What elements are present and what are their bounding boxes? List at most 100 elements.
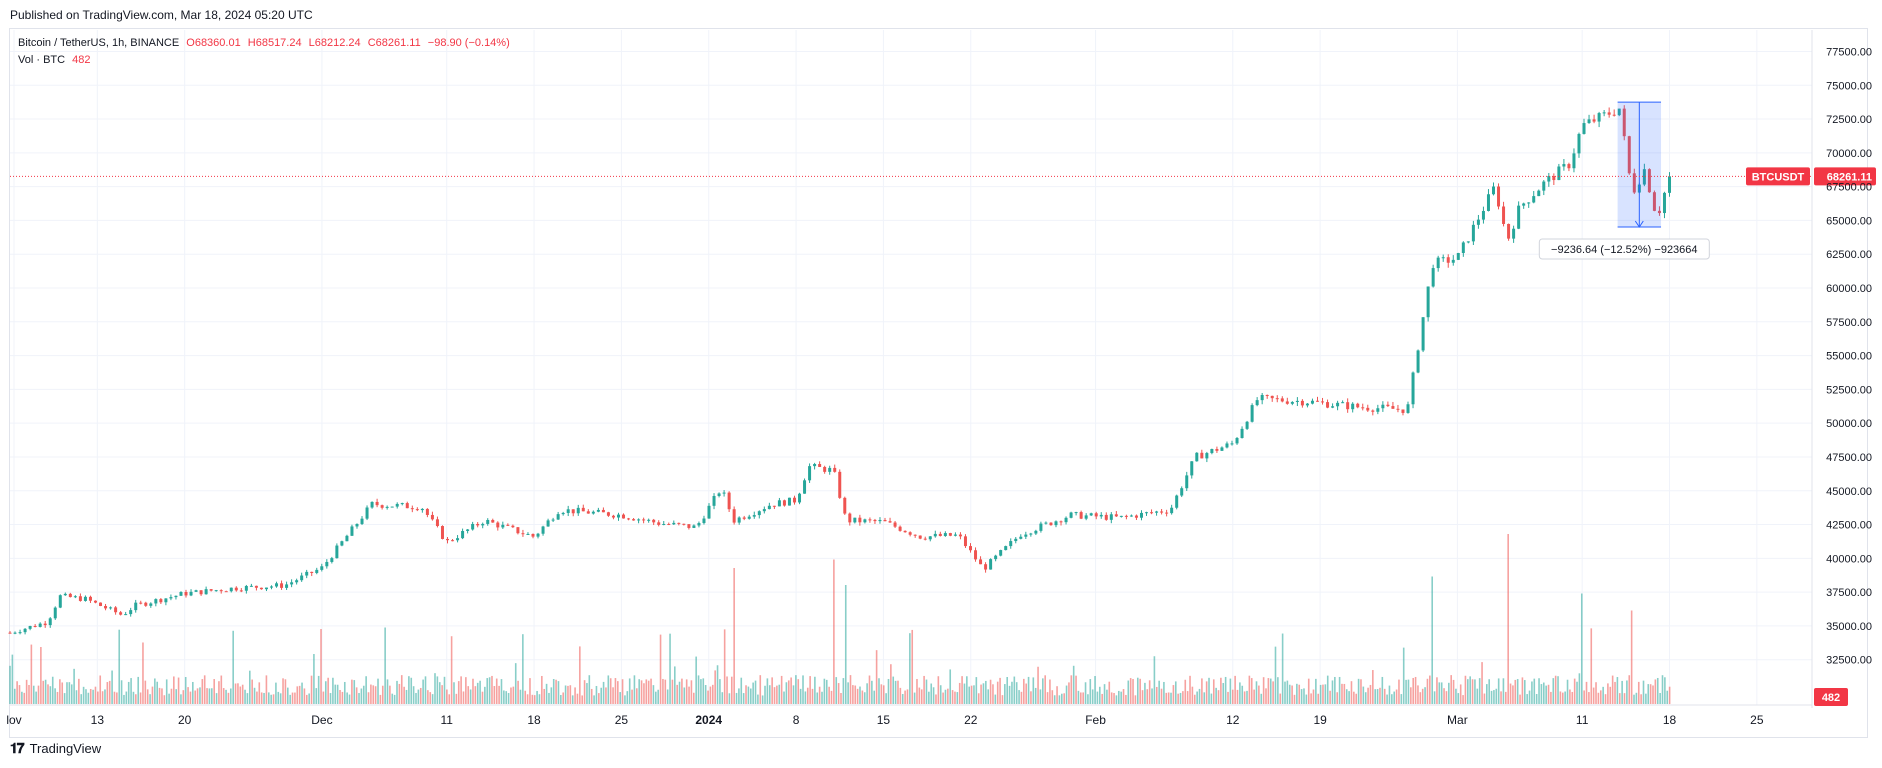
candle-body bbox=[777, 500, 781, 507]
symbol-title[interactable]: Bitcoin / TetherUS, 1h, BINANCE bbox=[18, 37, 180, 49]
volume-bar bbox=[237, 683, 239, 704]
candle-body bbox=[1270, 395, 1274, 399]
volume-bar bbox=[785, 682, 788, 704]
volume-bar bbox=[1004, 684, 1006, 704]
x-tick-label: 25 bbox=[615, 713, 629, 727]
candle-body bbox=[264, 587, 268, 590]
volume-bar bbox=[182, 690, 185, 704]
volume-bar bbox=[173, 676, 175, 704]
candle-body bbox=[1195, 452, 1199, 462]
candle-body bbox=[888, 521, 892, 523]
candle-body bbox=[415, 509, 419, 511]
candle-body bbox=[722, 492, 726, 494]
candle-body bbox=[1627, 136, 1631, 174]
candle-body bbox=[345, 535, 349, 542]
volume-bar bbox=[866, 683, 868, 704]
volume-bar bbox=[852, 685, 854, 704]
volume-bar bbox=[1459, 684, 1462, 704]
volume-bar bbox=[329, 693, 332, 704]
volume-bar bbox=[127, 681, 130, 704]
volume-bar bbox=[797, 679, 800, 704]
footer-brand[interactable]: TradingView bbox=[29, 741, 102, 756]
volume-bar bbox=[1571, 691, 1574, 704]
volume-bar bbox=[1272, 681, 1274, 704]
volume-bar bbox=[61, 682, 64, 704]
volume-bar bbox=[211, 688, 213, 704]
volume-bar bbox=[1163, 681, 1165, 704]
volume-bar bbox=[609, 678, 612, 704]
volume-bar bbox=[1177, 693, 1179, 704]
candle-body bbox=[1421, 317, 1425, 351]
candle-body bbox=[134, 602, 138, 611]
volume-bar bbox=[536, 690, 538, 704]
candle-body bbox=[1230, 443, 1234, 445]
candle-body bbox=[1139, 512, 1143, 518]
volume-label[interactable]: Vol · BTC bbox=[18, 54, 66, 66]
volume-bar bbox=[742, 693, 745, 704]
volume-bar bbox=[1210, 693, 1213, 704]
volume-bar bbox=[650, 678, 652, 704]
candle-body bbox=[139, 602, 143, 604]
candle-body bbox=[1225, 443, 1229, 448]
volume-bar bbox=[422, 679, 424, 704]
volume-bar bbox=[780, 675, 783, 704]
volume-bar bbox=[256, 691, 258, 704]
volume-bar bbox=[899, 687, 902, 704]
candle-body bbox=[496, 522, 500, 528]
volume-bar bbox=[562, 692, 565, 704]
volume-bar bbox=[78, 678, 80, 704]
x-tick-label: 22 bbox=[964, 713, 978, 727]
volume-bar bbox=[47, 684, 49, 704]
volume-bar bbox=[894, 680, 897, 704]
candle-body bbox=[531, 533, 535, 537]
candle-body bbox=[667, 524, 671, 526]
volume-bar bbox=[787, 680, 790, 704]
volume-bar bbox=[842, 678, 845, 704]
volume-bar bbox=[1666, 690, 1669, 704]
volume-bar bbox=[825, 679, 828, 704]
candle-body bbox=[33, 625, 37, 627]
volume-bar bbox=[1661, 675, 1664, 704]
volume-bar bbox=[493, 686, 496, 704]
candle-body bbox=[340, 541, 344, 546]
volume-bar bbox=[249, 670, 251, 704]
volume-bar bbox=[1203, 692, 1206, 704]
volume-bar bbox=[18, 685, 21, 704]
volume-bar bbox=[220, 675, 223, 704]
candle-body bbox=[38, 623, 42, 627]
volume-bar bbox=[431, 694, 434, 704]
candle-body bbox=[1109, 514, 1113, 520]
candle-body bbox=[1386, 404, 1390, 407]
volume-bar bbox=[196, 688, 199, 704]
volume-bar bbox=[348, 694, 351, 704]
volume-bar bbox=[681, 678, 683, 704]
volume-bar bbox=[484, 686, 486, 704]
candle-body bbox=[114, 607, 118, 613]
footer: 𝟏𝟕 TradingView bbox=[10, 740, 101, 757]
candle-body bbox=[813, 464, 817, 467]
candle-body bbox=[1662, 192, 1666, 214]
volume-bar bbox=[1376, 689, 1379, 704]
volume-bar bbox=[1452, 679, 1455, 704]
x-tick-label: 15 bbox=[877, 713, 891, 727]
volume-bar bbox=[265, 675, 268, 704]
volume-bar bbox=[1564, 691, 1566, 704]
volume-bar bbox=[1585, 681, 1588, 704]
volume-bar bbox=[1576, 681, 1578, 704]
volume-bar bbox=[1645, 693, 1647, 704]
measure-arrowhead-icon bbox=[1634, 220, 1644, 228]
volume-bar bbox=[1474, 679, 1476, 704]
volume-bar bbox=[1324, 684, 1327, 704]
candle-body bbox=[596, 509, 600, 512]
volume-bar bbox=[1080, 692, 1082, 704]
volume-tag-label: 482 bbox=[1822, 692, 1840, 704]
measure-label-box bbox=[1538, 238, 1710, 260]
candle-body bbox=[466, 529, 470, 531]
tradingview-logo-icon[interactable]: 𝟏𝟕 bbox=[10, 740, 25, 756]
volume-bar bbox=[552, 679, 555, 704]
volume-bar bbox=[244, 689, 246, 704]
candle-body bbox=[767, 505, 771, 510]
volume-bar bbox=[32, 685, 35, 704]
volume-bar bbox=[44, 679, 47, 704]
